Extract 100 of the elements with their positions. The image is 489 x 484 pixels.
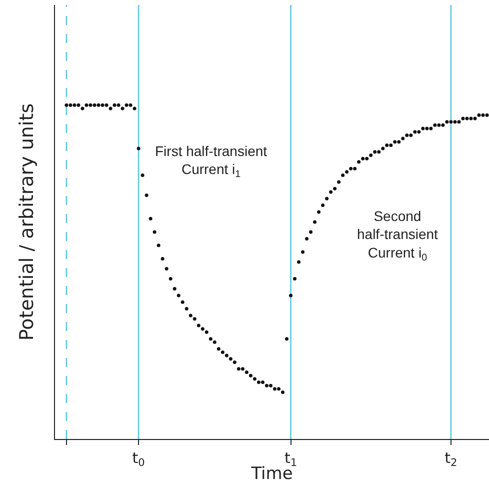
point (264, 384, 268, 388)
point (373, 150, 377, 154)
point (180, 300, 184, 304)
point (369, 153, 373, 157)
point (309, 230, 313, 234)
point (184, 307, 188, 311)
point (272, 387, 276, 391)
point (276, 387, 280, 391)
point (321, 204, 325, 208)
x-tick-label: t$_{0}$ (132, 449, 145, 470)
point (240, 367, 244, 371)
point (212, 340, 216, 344)
point (385, 143, 389, 147)
point (88, 103, 92, 107)
point (244, 370, 248, 374)
point (441, 123, 445, 127)
point (461, 116, 465, 120)
point (345, 170, 349, 174)
point (429, 126, 433, 130)
point (64, 103, 68, 107)
point (236, 367, 240, 371)
point (397, 140, 401, 144)
point (425, 126, 429, 130)
point (280, 390, 284, 394)
point (349, 166, 353, 170)
point (256, 380, 260, 384)
point (80, 106, 84, 110)
point (413, 130, 417, 134)
point (148, 216, 152, 220)
point (357, 160, 361, 164)
point (152, 230, 156, 234)
point (92, 103, 96, 107)
point (136, 146, 140, 150)
point (477, 113, 481, 117)
point (313, 220, 317, 224)
point (132, 106, 136, 110)
point (293, 277, 296, 280)
point (481, 113, 485, 117)
point (176, 294, 180, 298)
point (120, 106, 124, 110)
point (252, 377, 256, 381)
point (172, 287, 176, 291)
point (325, 196, 329, 200)
point (228, 357, 232, 361)
point (160, 256, 164, 260)
point (156, 244, 160, 248)
point (216, 347, 220, 351)
annotation: Second half-transient Current i$_{0}$ (357, 208, 438, 264)
point (200, 327, 204, 331)
point (381, 146, 385, 150)
point (204, 330, 208, 334)
point (108, 106, 112, 110)
point (333, 186, 337, 190)
point (168, 277, 172, 280)
point (164, 266, 168, 270)
point (301, 250, 305, 254)
point (473, 116, 477, 120)
point (72, 103, 76, 107)
point (421, 126, 425, 130)
point (465, 116, 469, 120)
point (248, 374, 252, 378)
point (268, 384, 272, 388)
point (128, 103, 132, 107)
point (104, 103, 108, 107)
point (341, 174, 345, 178)
point (437, 123, 441, 127)
point (361, 156, 365, 160)
point (124, 103, 128, 107)
point (417, 130, 421, 134)
point (260, 380, 264, 384)
point (224, 354, 228, 358)
point (192, 317, 196, 321)
point (289, 294, 292, 298)
annotation: First half-transient Current i$_{1}$ (155, 143, 268, 180)
point (68, 103, 72, 107)
point (188, 314, 192, 318)
y-axis-title: Potential / arbitrary units (16, 103, 38, 341)
x-tick-label: t$_{2}$ (444, 449, 458, 470)
point (284, 337, 288, 341)
point (232, 360, 236, 364)
point (305, 236, 309, 240)
point (220, 350, 224, 354)
point (196, 324, 200, 328)
point (365, 156, 369, 160)
point (377, 150, 381, 154)
point (317, 210, 321, 214)
point (457, 120, 461, 124)
point (76, 103, 80, 107)
point (449, 120, 453, 124)
point (96, 103, 100, 107)
point (140, 174, 144, 178)
point (445, 120, 449, 124)
point (337, 180, 341, 184)
point (469, 116, 473, 120)
point (329, 190, 333, 194)
point (208, 337, 212, 341)
point (297, 260, 301, 264)
point (401, 136, 405, 140)
point (405, 133, 409, 137)
point (353, 166, 357, 170)
